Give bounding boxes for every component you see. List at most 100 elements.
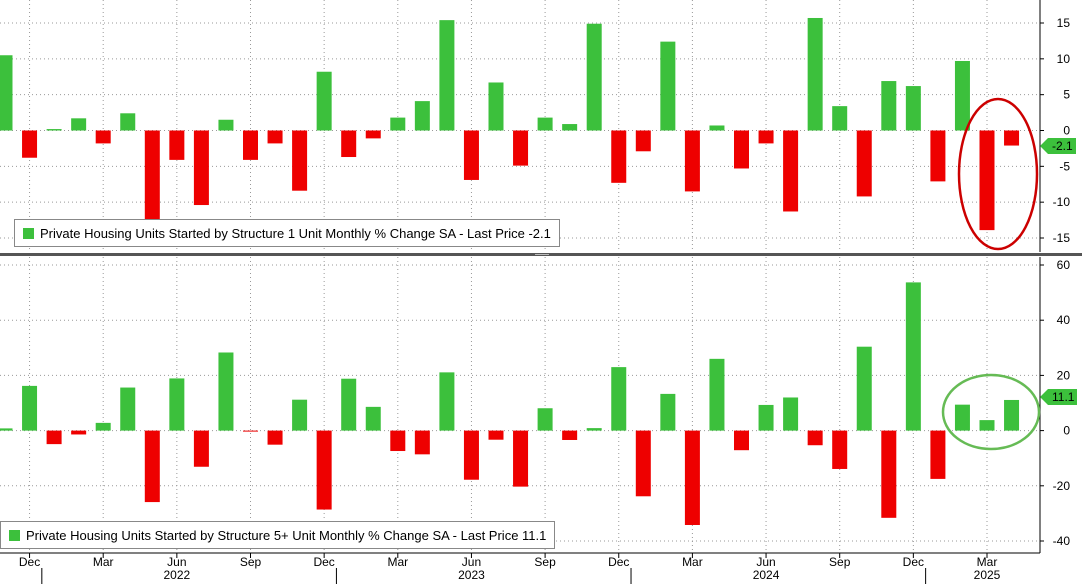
bottom-bar — [930, 430, 946, 479]
bottom-bar — [905, 282, 921, 431]
top-bar — [684, 130, 700, 192]
top-bar — [243, 130, 258, 160]
top-bar — [463, 130, 479, 180]
top-legend-swatch — [23, 227, 34, 239]
bottom-bar — [414, 430, 430, 455]
top-ytick-label: 5 — [1063, 88, 1070, 102]
bottom-bar — [439, 372, 455, 431]
top-bar — [341, 130, 357, 158]
top-ytick-label: 15 — [1057, 16, 1071, 30]
bottom-ytick-label: -40 — [1053, 534, 1071, 548]
top-bar — [611, 130, 627, 183]
top-bar — [758, 130, 774, 144]
x-tick-label: Dec — [608, 555, 629, 569]
bottom-ytick-label: -20 — [1053, 479, 1071, 493]
top-bar — [365, 130, 381, 139]
bottom-bar — [120, 387, 136, 431]
top-panel-bars — [0, 17, 1020, 231]
x-year-label: 2022 — [163, 568, 190, 582]
bottom-bar — [218, 352, 234, 431]
top-bar — [120, 113, 136, 131]
bottom-bar — [979, 420, 995, 431]
bottom-bar — [1004, 399, 1020, 431]
bottom-bar — [390, 430, 406, 452]
bottom-bar — [488, 430, 504, 440]
top-bar — [537, 117, 553, 131]
top-ytick-label: 10 — [1057, 52, 1071, 66]
bottom-last-price-badge: 11.1 — [1039, 389, 1078, 405]
bottom-ytick-label: 60 — [1057, 258, 1071, 272]
top-bar — [439, 20, 455, 131]
bottom-ytick-label: 40 — [1057, 313, 1071, 327]
top-bar — [95, 130, 111, 144]
bottom-bar — [537, 408, 553, 431]
bottom-bar — [95, 422, 111, 431]
x-year-label: 2024 — [753, 568, 780, 582]
x-tick-label: Sep — [534, 555, 556, 569]
bottom-ytick-label: 20 — [1057, 368, 1071, 382]
x-tick-label: Jun — [167, 555, 186, 569]
bottom-legend: Private Housing Units Started by Structu… — [0, 521, 556, 549]
top-bar — [414, 101, 430, 131]
top-annotation-ellipse — [957, 97, 1039, 251]
bottom-annotation-ellipse — [941, 373, 1041, 451]
top-bar — [22, 130, 38, 158]
x-tick-label: Jun — [462, 555, 481, 569]
top-bar — [807, 17, 823, 131]
bottom-ytick-label: 0 — [1063, 424, 1070, 438]
bottom-last-price-value: 11.1 — [1052, 390, 1075, 404]
top-bar — [292, 130, 308, 191]
top-bar — [979, 130, 995, 231]
bottom-panel-bars — [0, 282, 1020, 525]
x-tick-label: Sep — [240, 555, 262, 569]
top-bar — [856, 130, 872, 197]
bottom-bar — [22, 385, 38, 431]
x-axis: Dec Mar Jun Sep Dec Mar Jun Sep Dec Mar Jun Sep Dec M… — [0, 552, 1040, 584]
bottom-bar — [684, 430, 700, 525]
top-bar — [709, 125, 725, 131]
bottom-bar — [734, 430, 749, 451]
bottom-bar — [635, 430, 651, 497]
bottom-bar — [832, 430, 848, 469]
x-year-label: 2025 — [974, 568, 1001, 582]
top-bar — [1004, 130, 1020, 146]
bottom-bar — [660, 393, 676, 431]
x-tick-label: Dec — [903, 555, 924, 569]
x-year-label: 2023 — [458, 568, 485, 582]
bottom-bar — [783, 397, 799, 431]
x-tick-label: Mar — [977, 555, 998, 569]
x-tick-label: Dec — [19, 555, 40, 569]
top-bar — [635, 130, 651, 152]
bottom-bar — [267, 430, 283, 445]
top-bar — [71, 118, 87, 131]
bottom-bar — [169, 378, 185, 431]
top-bar — [488, 82, 504, 131]
bottom-legend-swatch — [9, 529, 20, 541]
bottom-bar — [513, 430, 529, 487]
bottom-bar — [611, 367, 627, 431]
x-tick-label: Mar — [682, 555, 703, 569]
top-ytick-label: -5 — [1059, 159, 1070, 173]
top-bar — [316, 71, 332, 131]
top-bar — [905, 86, 921, 131]
bottom-bar — [954, 404, 970, 431]
top-bar — [954, 60, 970, 131]
top-bar — [562, 124, 578, 131]
top-legend: Private Housing Units Started by Structu… — [14, 219, 560, 247]
top-bar — [390, 117, 406, 131]
bottom-bar — [144, 430, 160, 503]
top-ytick-label: -15 — [1053, 231, 1071, 245]
top-ytick-label: -10 — [1053, 195, 1071, 209]
x-tick-label: Mar — [93, 555, 114, 569]
top-last-price-badge: -2.1 — [1040, 138, 1076, 154]
x-tick-label: Mar — [387, 555, 408, 569]
top-bar — [513, 130, 529, 166]
top-bar — [169, 130, 185, 160]
bottom-bar — [341, 378, 357, 431]
bottom-bar — [0, 428, 13, 431]
top-bar — [193, 130, 209, 206]
bottom-legend-text: Private Housing Units Started by Structu… — [26, 527, 547, 543]
top-bar — [930, 130, 946, 182]
bottom-bar — [365, 406, 381, 431]
